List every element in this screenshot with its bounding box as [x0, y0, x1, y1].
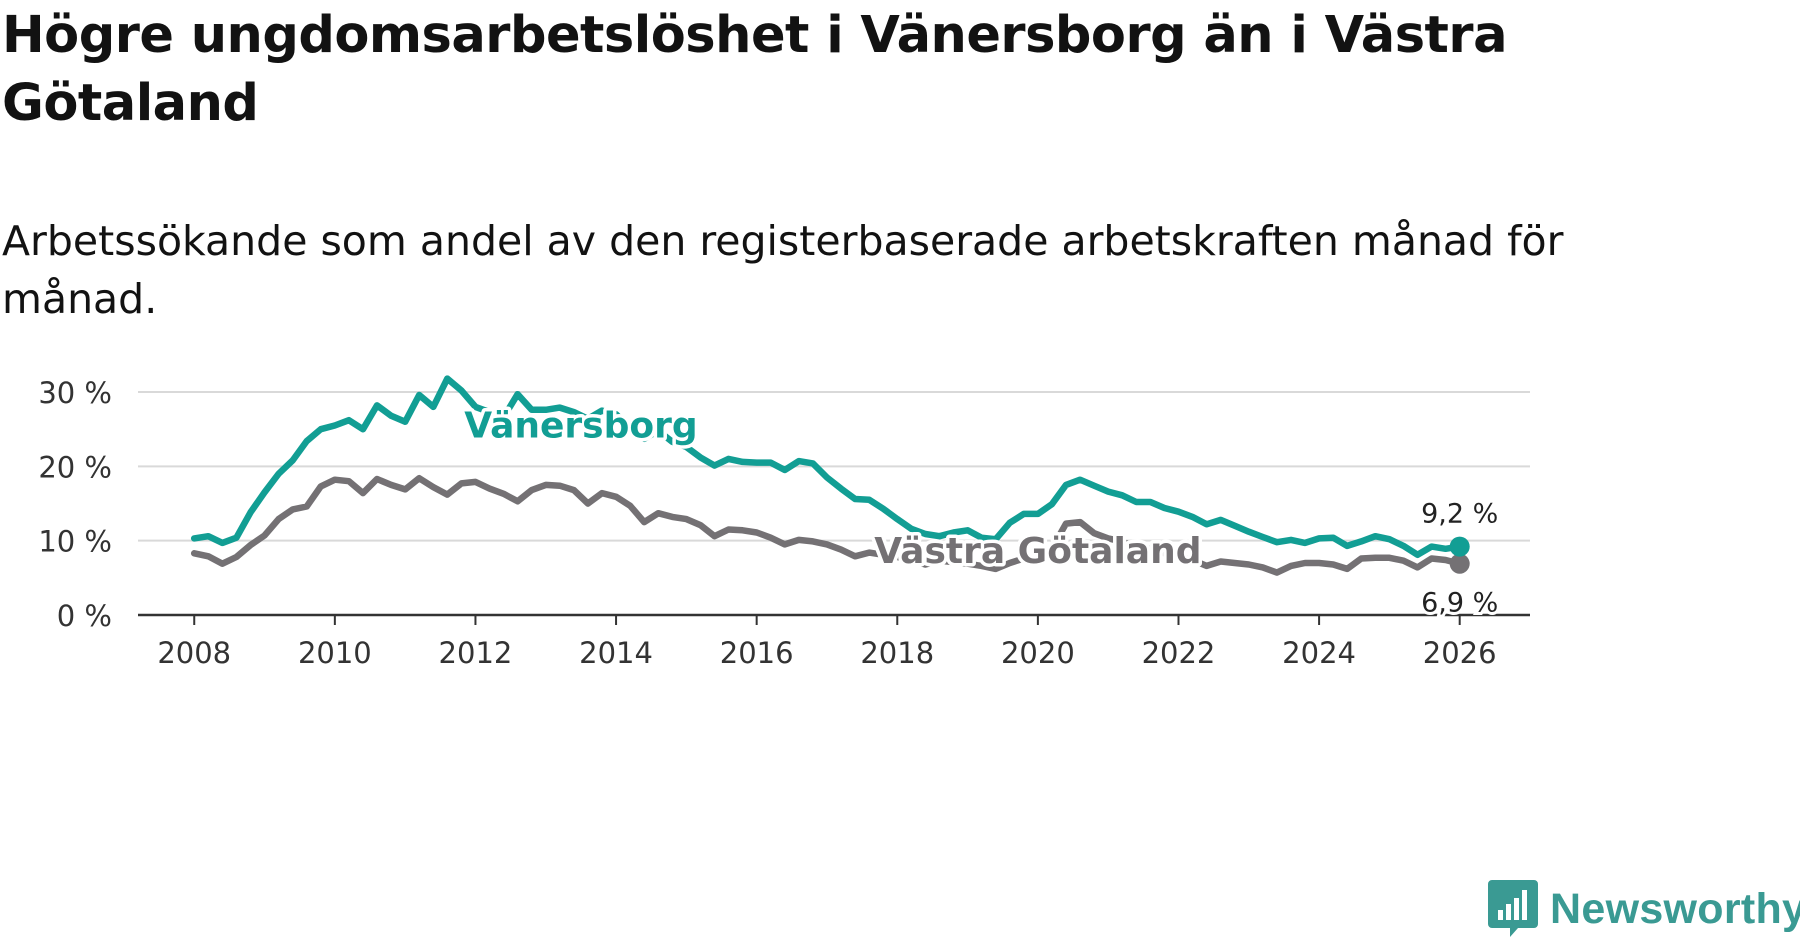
x-tick-label: 2022: [1142, 636, 1216, 670]
y-tick-label: 10 %: [38, 525, 112, 559]
x-tick-label: 2018: [860, 636, 934, 670]
x-tick-label: 2008: [157, 636, 231, 670]
series-labels: Vänersborg Västra Götaland: [461, 402, 1205, 576]
newsworthy-wordmark: Newsworthy: [1550, 884, 1800, 933]
newsworthy-logo[interactable]: Newsworthy: [1488, 880, 1800, 938]
y-axis: 0 % 10 % 20 % 30 %: [38, 376, 112, 633]
series-label-v-stra-g-taland: Västra Götaland: [874, 531, 1201, 572]
x-tick-label: 2012: [439, 636, 513, 670]
x-tick-label: 2026: [1423, 636, 1497, 670]
x-tick-label: 2014: [579, 636, 653, 670]
series-line-v-nersborg: [190, 375, 1463, 559]
end-value-label-v-nersborg: 9,2 %: [1421, 499, 1498, 530]
y-tick-label: 20 %: [38, 450, 112, 484]
series-endpoints: 6,9 % 9,2 %: [1418, 496, 1501, 622]
chart-title: Högre ungdomsarbetslöshet i Vänersborg ä…: [2, 6, 1508, 133]
x-axis: 2008 2010 2012 2014 2016 2018 2020 2022 2024 2026: [138, 613, 1530, 670]
gridlines: [138, 391, 1530, 542]
series-lines: [190, 375, 1463, 576]
x-tick-label: 2024: [1282, 636, 1356, 670]
x-tick-label: 2010: [298, 636, 372, 670]
y-tick-label: 0 %: [57, 599, 112, 633]
endpoint-v-nersborg: [1449, 536, 1470, 557]
x-tick-label: 2016: [720, 636, 794, 670]
newsworthy-logo-icon: [1488, 880, 1538, 937]
y-tick-label: 30 %: [38, 376, 112, 410]
series-label-v-nersborg: Vänersborg: [464, 405, 697, 446]
series-line-v-stra-g-taland: [190, 474, 1463, 576]
chart-subtitle: Arbetssökande som andel av den registerb…: [2, 217, 1564, 323]
end-value-label-v-stra-g-taland: 6,9 %: [1421, 588, 1498, 619]
x-tick-label: 2020: [1001, 636, 1075, 670]
endpoint-v-stra-g-taland: [1449, 553, 1470, 574]
